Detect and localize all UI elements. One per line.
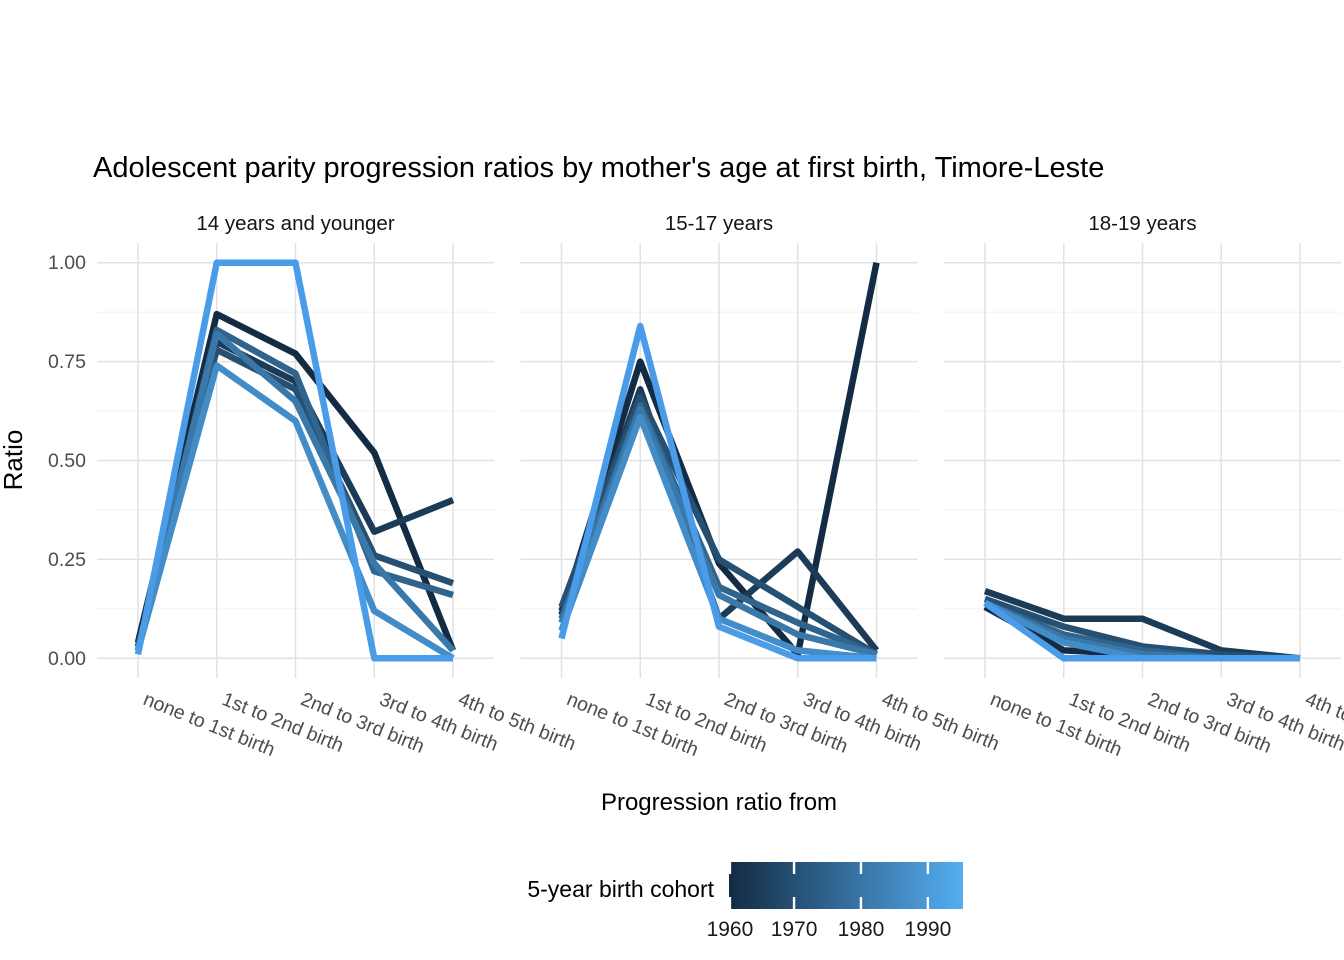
series-line-1985	[134, 362, 455, 662]
legend-tick-label: 1960	[707, 918, 754, 941]
series-line-1990	[558, 322, 877, 662]
series-line-1980	[134, 330, 456, 653]
x-tick-label: none to 1st birth	[140, 688, 278, 761]
legend-tick-label: 1970	[771, 918, 818, 941]
x-tick-label: none to 1st birth	[564, 688, 702, 761]
legend-colorbar	[729, 862, 963, 909]
x-axis-title: Progression ratio from	[601, 789, 837, 816]
legend-tick-label: 1990	[905, 918, 952, 941]
series-line-1990	[983, 600, 1300, 662]
y-tick-label: 1.00	[48, 252, 86, 274]
facet-strip-label: 14 years and younger	[196, 212, 394, 235]
y-axis-title: Ratio	[0, 430, 28, 491]
series-line-1960	[558, 262, 880, 658]
chart-title: Adolescent parity progression ratios by …	[93, 152, 1104, 184]
x-tick-label: none to 1st birth	[987, 688, 1125, 761]
y-tick-label: 0.50	[48, 450, 86, 472]
y-tick-label: 0.00	[48, 648, 86, 670]
legend-tick-label: 1980	[838, 918, 885, 941]
y-tick-label: 0.75	[48, 351, 86, 373]
y-tick-label: 0.25	[48, 549, 86, 571]
series-line-1990	[134, 259, 453, 662]
legend-title: 5-year birth cohort	[527, 876, 714, 902]
facet-strip-label: 18-19 years	[1088, 212, 1196, 235]
facet-strip-label: 15-17 years	[665, 212, 773, 235]
